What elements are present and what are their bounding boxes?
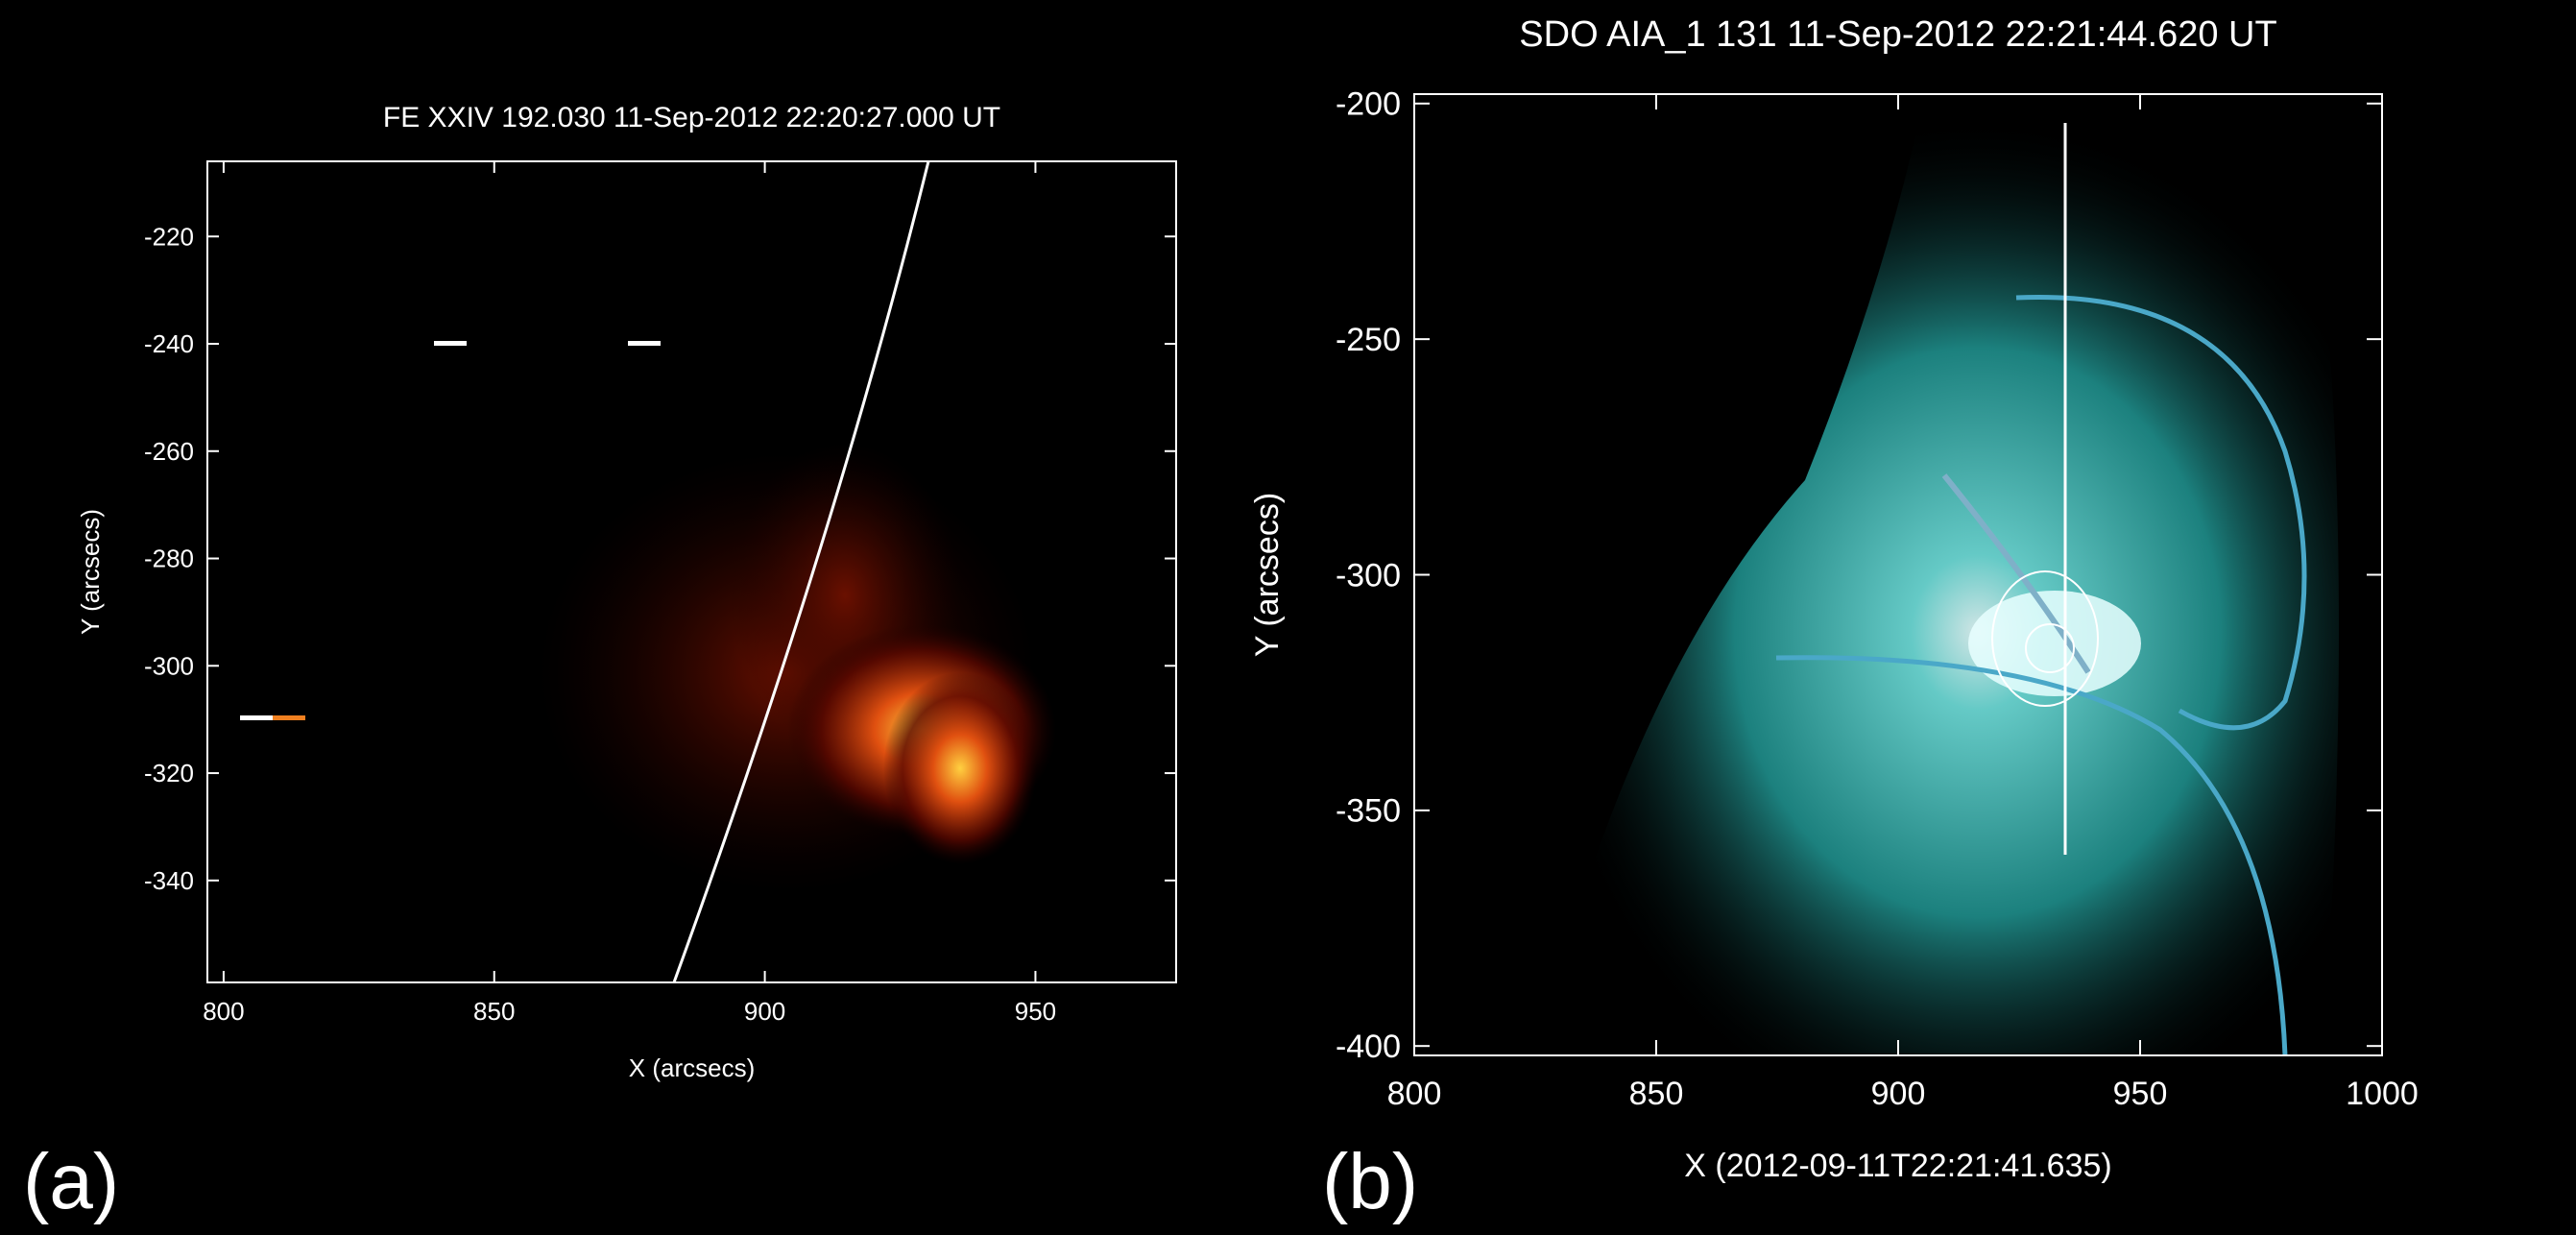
y-tick-label: -260 [144, 437, 194, 466]
x-axis-label: X (2012-09-11T22:21:41.635) [1684, 1148, 2111, 1184]
x-tick-label: 950 [1015, 997, 1056, 1026]
panel-label: (a) [23, 1138, 119, 1225]
x-tick-label: 800 [1387, 1076, 1442, 1112]
slide: 800 850 900 950 -220 -240 -260 -280 -300 -320 -340… [0, 0, 2576, 1235]
y-tick-label: -340 [144, 866, 194, 895]
x-tick-label: 850 [473, 997, 515, 1026]
chart-title: SDO AIA_1 131 11-Sep-2012 22:21:44.620 U… [1519, 14, 2276, 55]
page: 800 850 900 950 -220 -240 -260 -280 -300 -320 -340… [0, 0, 2576, 1235]
y-tick-label: -350 [1336, 793, 1401, 830]
image-a [240, 161, 1056, 982]
y-tick-label: -280 [144, 545, 194, 573]
panel-label: (b) [1322, 1138, 1418, 1225]
y-tick-label: -250 [1336, 322, 1401, 358]
y-tick-label: -300 [144, 651, 194, 680]
y-tick-label: -400 [1336, 1029, 1401, 1065]
y-tick-label: -200 [1336, 86, 1401, 123]
y-axis-label: Y (arcsecs) [76, 509, 105, 635]
y-axis-label: Y (arcsecs) [1249, 493, 1286, 657]
image-b [1536, 115, 2339, 1055]
x-tick-label: 850 [1629, 1076, 1684, 1112]
y-tick-label: -300 [1336, 557, 1401, 593]
y-tick-label: -220 [144, 222, 194, 251]
y-tick-label: -320 [144, 759, 194, 787]
chart-title: FE XXIV 192.030 11-Sep-2012 22:20:27.000… [383, 102, 1000, 133]
x-axis-label: X (arcsecs) [629, 1053, 755, 1082]
x-tick-label: 800 [203, 997, 244, 1026]
x-tick-label: 1000 [2346, 1076, 2419, 1112]
x-tick-label: 900 [1871, 1076, 1926, 1112]
x-tick-label: 900 [744, 997, 785, 1026]
x-tick-label: 950 [2113, 1076, 2168, 1112]
y-tick-label: -240 [144, 329, 194, 358]
